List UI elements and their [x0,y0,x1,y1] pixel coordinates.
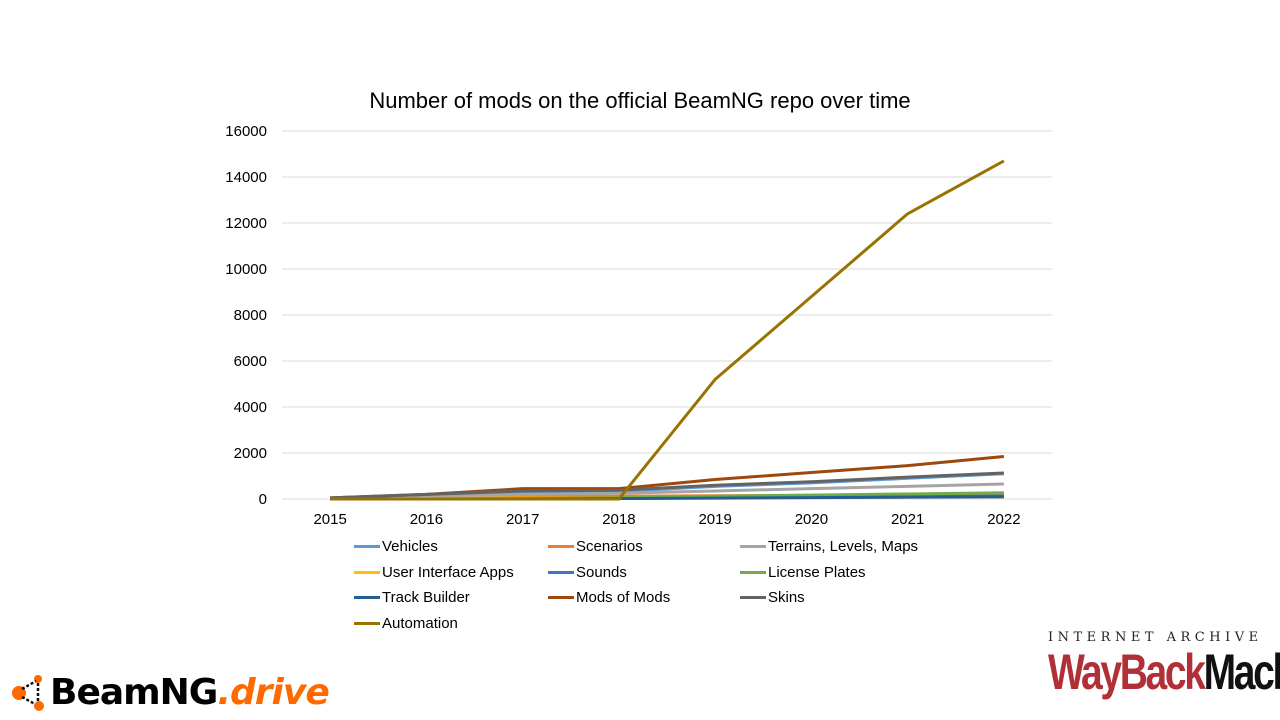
legend-label: Terrains, Levels, Maps [768,538,919,555]
machine-label: Machine [1203,644,1280,700]
x-tick-label: 2021 [891,511,924,528]
y-tick-label: 6000 [234,353,267,370]
x-tick-label: 2017 [506,511,539,528]
beamng-drive: .drive [217,672,329,713]
y-tick-label: 8000 [234,307,267,324]
y-tick-label: 14000 [225,169,267,186]
legend-item: Terrains, Levels, Maps [740,538,918,555]
legend-item: Vehicles [354,538,438,555]
legend-item: Mods of Mods [548,589,670,606]
gridlines [282,130,1052,500]
x-axis-ticks: 2015 2016 2017 2018 2019 2020 2021 2022 [313,511,1020,528]
beamng-logo-icon [12,674,44,711]
beamng-brand: BeamNG [50,672,218,713]
legend-swatch [548,545,574,548]
legend-swatch [548,596,574,599]
legend-swatch [740,596,766,599]
x-tick-label: 2019 [698,511,731,528]
legend-label: Track Builder [382,589,470,606]
legend-label: Sounds [576,563,627,581]
y-tick-label: 10000 [225,261,267,278]
legend-swatch [548,570,574,574]
legend-label: Vehicles [382,538,438,555]
legend-swatch [740,570,766,574]
y-tick-label: 2000 [234,445,267,462]
series-line-terrains-levels-maps [330,482,1004,501]
chart-title: Number of mods on the official BeamNG re… [369,88,910,113]
x-tick-label: 2020 [795,511,828,528]
y-tick-label: 16000 [225,123,267,140]
legend-swatch [740,545,766,548]
y-axis-ticks: 0 2000 4000 6000 8000 10000 12000 14000 16000 [225,123,267,508]
legend-swatch [354,621,380,625]
legend-label: License Plates [768,563,866,581]
wayback-label: WayBack [1048,644,1206,700]
legend-swatch [354,596,380,599]
x-tick-label: 2015 [313,511,346,528]
legend-item: User Interface Apps [354,564,514,581]
legend-label: Scenarios [576,538,643,555]
y-tick-label: 4000 [234,399,267,416]
legend-label: Skins [768,589,805,606]
wayback-machine-logo: INTERNET ARCHIVE WayBackMachine [1048,630,1280,700]
legend-label: User Interface Apps [382,563,514,581]
x-tick-label: 2022 [987,511,1020,528]
x-tick-label: 2018 [602,511,635,528]
series-lines [330,159,1005,501]
y-tick-label: 0 [259,491,267,508]
legend-item: License Plates [740,564,866,581]
series-line-skins [330,471,1004,500]
legend-item: Scenarios [548,538,643,555]
legend-item: Sounds [548,564,627,581]
legend-item: Track Builder [354,589,470,606]
series-line-automation [330,159,1005,501]
legend-swatch [354,570,380,574]
internet-archive-label: INTERNET ARCHIVE [1048,630,1263,645]
legend-swatch [354,545,380,548]
legend-label: Automation [382,614,458,632]
x-tick-label: 2016 [410,511,443,528]
legend-item: Skins [740,589,805,606]
beamng-logo: BeamNG.drive [10,672,330,713]
legend-label: Mods of Mods [576,589,671,606]
y-tick-label: 12000 [225,215,267,232]
legend-item: Automation [354,615,458,632]
